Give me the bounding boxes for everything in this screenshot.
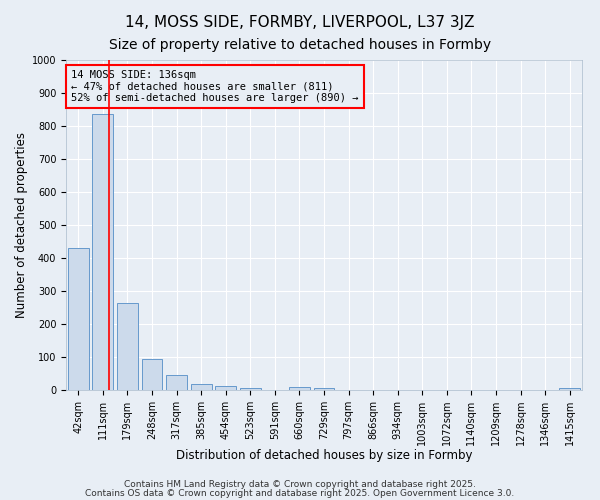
Bar [215,386,236,390]
Text: 14, MOSS SIDE, FORMBY, LIVERPOOL, L37 3JZ: 14, MOSS SIDE, FORMBY, LIVERPOOL, L37 3J… [125,15,475,30]
Text: Contains HM Land Registry data © Crown copyright and database right 2025.: Contains HM Land Registry data © Crown c… [124,480,476,489]
Bar [68,248,89,390]
Y-axis label: Number of detached properties: Number of detached properties [14,132,28,318]
Bar [191,384,212,390]
Text: Contains OS data © Crown copyright and database right 2025. Open Government Lice: Contains OS data © Crown copyright and d… [85,488,515,498]
Bar [559,388,580,390]
Bar [117,302,138,390]
Text: 14 MOSS SIDE: 136sqm
← 47% of detached houses are smaller (811)
52% of semi-deta: 14 MOSS SIDE: 136sqm ← 47% of detached h… [71,70,359,103]
Bar [289,388,310,390]
Bar [142,360,163,390]
Bar [314,388,334,390]
Bar [240,388,261,390]
Bar [92,114,113,390]
Text: Size of property relative to detached houses in Formby: Size of property relative to detached ho… [109,38,491,52]
X-axis label: Distribution of detached houses by size in Formby: Distribution of detached houses by size … [176,450,472,462]
Bar [166,375,187,390]
